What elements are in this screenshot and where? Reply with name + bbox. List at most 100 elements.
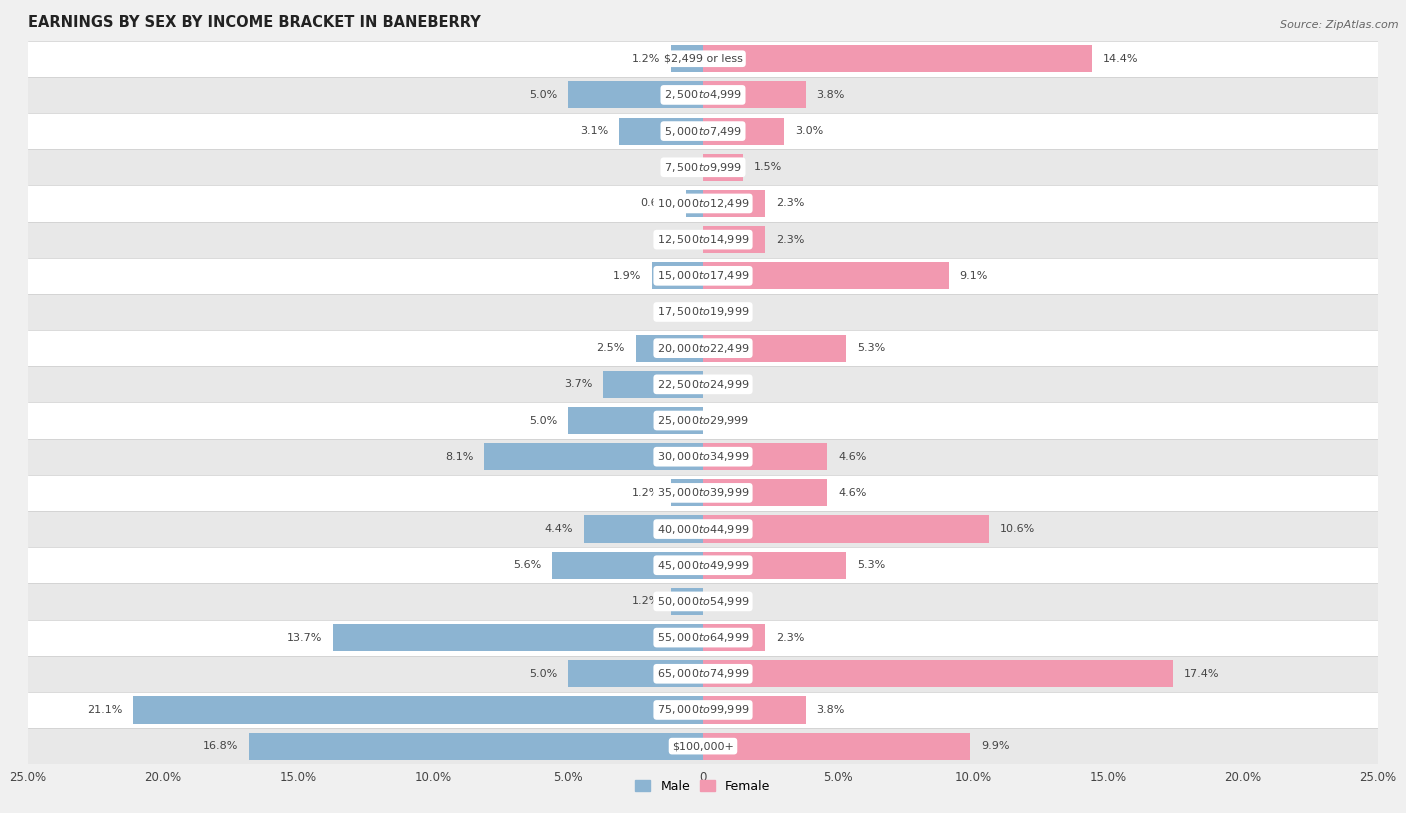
Text: 14.4%: 14.4% <box>1102 54 1137 63</box>
Text: 3.7%: 3.7% <box>564 380 592 389</box>
Legend: Male, Female: Male, Female <box>630 775 776 798</box>
Bar <box>28 692 1378 728</box>
Bar <box>28 475 1378 511</box>
Text: 0.0%: 0.0% <box>714 597 742 606</box>
Bar <box>703 552 846 579</box>
Bar <box>28 293 1378 330</box>
Text: 4.6%: 4.6% <box>838 488 866 498</box>
Text: $22,500 to $24,999: $22,500 to $24,999 <box>657 378 749 391</box>
Text: $10,000 to $12,499: $10,000 to $12,499 <box>657 197 749 210</box>
Bar <box>28 547 1378 583</box>
Bar <box>703 480 827 506</box>
Text: 5.0%: 5.0% <box>529 90 557 100</box>
Text: 1.9%: 1.9% <box>613 271 641 280</box>
Text: $7,500 to $9,999: $7,500 to $9,999 <box>664 161 742 174</box>
Bar <box>28 728 1378 764</box>
Text: $25,000 to $29,999: $25,000 to $29,999 <box>657 414 749 427</box>
Bar <box>703 118 785 145</box>
Text: 0.0%: 0.0% <box>664 307 692 317</box>
Text: 5.0%: 5.0% <box>529 669 557 679</box>
Bar <box>551 552 703 579</box>
Bar <box>134 697 703 724</box>
Text: 0.0%: 0.0% <box>714 380 742 389</box>
Text: 9.9%: 9.9% <box>981 741 1010 751</box>
Text: 4.4%: 4.4% <box>546 524 574 534</box>
Text: 5.3%: 5.3% <box>856 560 886 570</box>
Text: 2.5%: 2.5% <box>596 343 624 353</box>
Text: $40,000 to $44,999: $40,000 to $44,999 <box>657 523 749 536</box>
Text: Source: ZipAtlas.com: Source: ZipAtlas.com <box>1281 20 1399 30</box>
Bar <box>28 511 1378 547</box>
Text: 1.2%: 1.2% <box>631 54 659 63</box>
Bar <box>703 624 765 651</box>
Text: 1.2%: 1.2% <box>631 488 659 498</box>
Text: $55,000 to $64,999: $55,000 to $64,999 <box>657 631 749 644</box>
Text: 2.3%: 2.3% <box>776 633 804 642</box>
Text: 1.2%: 1.2% <box>631 597 659 606</box>
Bar <box>28 258 1378 293</box>
Bar <box>619 118 703 145</box>
Text: 21.1%: 21.1% <box>87 705 122 715</box>
Text: 13.7%: 13.7% <box>287 633 322 642</box>
Text: $45,000 to $49,999: $45,000 to $49,999 <box>657 559 749 572</box>
Text: 1.5%: 1.5% <box>754 163 783 172</box>
Bar <box>636 335 703 362</box>
Text: 2.3%: 2.3% <box>776 235 804 245</box>
Text: 16.8%: 16.8% <box>204 741 239 751</box>
Text: 4.6%: 4.6% <box>838 452 866 462</box>
Text: 5.6%: 5.6% <box>513 560 541 570</box>
Text: 0.0%: 0.0% <box>714 415 742 425</box>
Text: 3.8%: 3.8% <box>817 705 845 715</box>
Bar <box>28 655 1378 692</box>
Bar <box>28 149 1378 185</box>
Bar <box>703 190 765 217</box>
Text: 0.62%: 0.62% <box>640 198 675 208</box>
Text: $15,000 to $17,499: $15,000 to $17,499 <box>657 269 749 282</box>
Text: 3.8%: 3.8% <box>817 90 845 100</box>
Text: $12,500 to $14,999: $12,500 to $14,999 <box>657 233 749 246</box>
Bar <box>703 515 990 542</box>
Bar <box>686 190 703 217</box>
Bar <box>585 515 703 542</box>
Text: $5,000 to $7,499: $5,000 to $7,499 <box>664 124 742 137</box>
Text: 17.4%: 17.4% <box>1184 669 1219 679</box>
Text: $50,000 to $54,999: $50,000 to $54,999 <box>657 595 749 608</box>
Bar <box>28 185 1378 221</box>
Bar <box>703 335 846 362</box>
Bar <box>333 624 703 651</box>
Text: 3.1%: 3.1% <box>581 126 609 136</box>
Bar <box>703 46 1091 72</box>
Bar <box>28 76 1378 113</box>
Bar <box>28 583 1378 620</box>
Bar <box>671 480 703 506</box>
Text: 0.0%: 0.0% <box>714 307 742 317</box>
Text: 9.1%: 9.1% <box>959 271 988 280</box>
Bar <box>28 113 1378 149</box>
Bar <box>568 660 703 687</box>
Bar <box>249 733 703 759</box>
Bar <box>703 154 744 180</box>
Text: $20,000 to $22,499: $20,000 to $22,499 <box>657 341 749 354</box>
Bar <box>28 221 1378 258</box>
Text: $2,500 to $4,999: $2,500 to $4,999 <box>664 89 742 102</box>
Bar <box>703 226 765 253</box>
Bar <box>703 660 1173 687</box>
Text: $65,000 to $74,999: $65,000 to $74,999 <box>657 667 749 680</box>
Bar <box>703 443 827 470</box>
Text: 8.1%: 8.1% <box>446 452 474 462</box>
Bar <box>28 438 1378 475</box>
Bar <box>703 81 806 108</box>
Bar <box>568 81 703 108</box>
Bar <box>671 46 703 72</box>
Text: 0.0%: 0.0% <box>664 235 692 245</box>
Bar <box>484 443 703 470</box>
Text: $35,000 to $39,999: $35,000 to $39,999 <box>657 486 749 499</box>
Text: $2,499 or less: $2,499 or less <box>664 54 742 63</box>
Bar <box>568 407 703 434</box>
Text: $100,000+: $100,000+ <box>672 741 734 751</box>
Bar <box>671 588 703 615</box>
Bar <box>28 41 1378 76</box>
Text: $17,500 to $19,999: $17,500 to $19,999 <box>657 306 749 319</box>
Text: 0.0%: 0.0% <box>664 163 692 172</box>
Bar <box>652 263 703 289</box>
